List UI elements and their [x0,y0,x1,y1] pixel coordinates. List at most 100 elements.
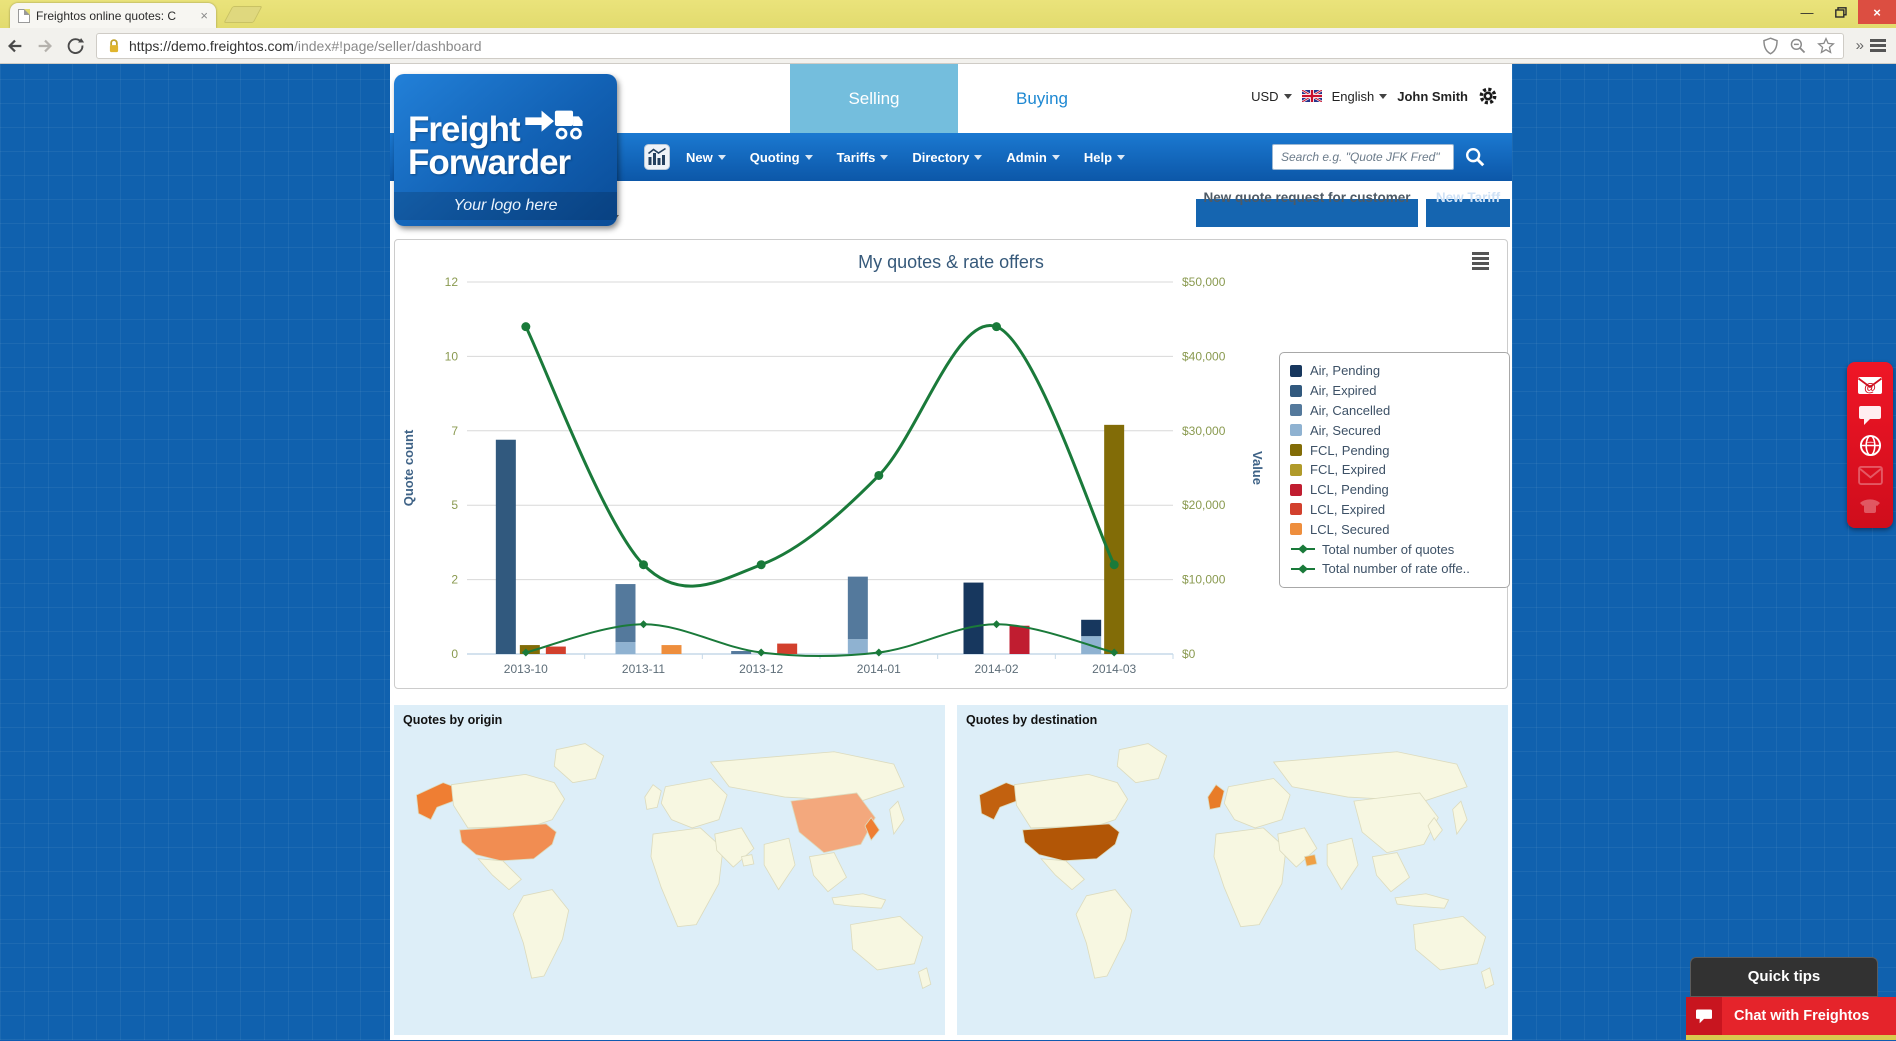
line-marker[interactable] [992,322,1001,332]
map-region-south_america[interactable] [1075,889,1133,979]
chart-menu-icon[interactable] [1472,252,1489,272]
legend-item-air-secured[interactable]: Air, Secured [1290,420,1499,440]
map-region-new_zealand[interactable] [1481,967,1495,990]
currency-select[interactable]: USD [1251,89,1292,104]
legend-item-fcl-expired[interactable]: FCL, Expired [1290,460,1499,480]
map-region-japan[interactable] [1452,800,1468,836]
line-marker[interactable] [757,648,766,657]
line-marker[interactable] [1110,648,1119,657]
line-marker[interactable] [992,620,1001,629]
chat-bubble-icon[interactable] [1847,400,1893,430]
map-region-uae[interactable] [1304,854,1318,867]
window-close-button[interactable]: × [1858,0,1896,24]
window-maximize-button[interactable] [1824,0,1858,24]
map-region-africa[interactable] [1213,827,1287,928]
map-region-russia[interactable] [709,751,905,802]
new-tab-button[interactable] [223,6,263,23]
map-region-europe[interactable] [660,778,728,829]
map-region-uk[interactable] [644,784,662,810]
phone-icon[interactable] [1847,490,1893,520]
map-region-canada[interactable] [450,773,566,829]
map-region-mexico[interactable] [1040,858,1085,891]
legend-item-lcl-pending[interactable]: LCL, Pending [1290,480,1499,500]
map-region-indonesia[interactable] [831,893,887,909]
map-region-india[interactable] [763,837,796,891]
legend-item-lcl-expired[interactable]: LCL, Expired [1290,500,1499,520]
line-marker[interactable] [521,648,530,657]
new-quote-request-button[interactable]: New quote request for customer [1196,190,1418,227]
bar-air-cancelled[interactable] [847,576,868,640]
map-region-usa[interactable] [459,823,557,862]
legend-item-fcl-pending[interactable]: FCL, Pending [1290,440,1499,460]
map-region-africa[interactable] [650,827,724,928]
line-marker[interactable] [756,560,766,570]
map-region-alaska[interactable] [978,782,1024,821]
bookmark-star-icon[interactable] [1816,36,1835,55]
map-region-new_zealand[interactable] [918,967,932,990]
bar-fcl-pending[interactable] [519,645,540,654]
bar-lcl-expired[interactable] [545,646,566,654]
bar-lcl-expired[interactable] [777,643,798,654]
globe-icon[interactable] [1847,430,1893,460]
browser-menu-icon[interactable] [1870,37,1896,55]
map-region-russia[interactable] [1272,751,1468,802]
security-lock-icon[interactable] [105,37,123,55]
browser-tab[interactable]: Freightos online quotes: C × [10,3,216,28]
nav-item-quoting[interactable]: Quoting [750,150,813,165]
mail-icon[interactable] [1847,460,1893,490]
map-region-korea[interactable] [864,816,880,842]
line-marker[interactable] [639,620,648,629]
legend-item-air-cancelled[interactable]: Air, Cancelled [1290,401,1499,421]
map-region-south_america[interactable] [512,889,570,979]
map-region-china[interactable] [1353,792,1439,854]
map-region-greenland[interactable] [553,743,605,784]
map-region-alaska[interactable] [415,782,461,821]
forward-icon[interactable] [30,31,60,61]
bar-air-pending[interactable] [1081,619,1102,637]
reload-icon[interactable] [60,31,90,61]
tab-close-icon[interactable]: × [200,8,208,23]
line-marker[interactable] [874,470,884,480]
bar-lcl-secured[interactable] [661,645,682,654]
nav-item-new[interactable]: New [686,150,726,165]
bar-lcl-pending[interactable] [1009,625,1030,654]
map-region-australia[interactable] [850,915,924,971]
line-marker[interactable] [521,322,531,332]
bar-air-secured[interactable] [615,642,636,654]
nav-item-help[interactable]: Help [1084,150,1126,165]
bar-air-expired[interactable] [495,439,516,654]
nav-item-directory[interactable]: Directory [912,150,983,165]
new-tariff-button[interactable]: New Tariff [1426,190,1510,227]
map-region-australia[interactable] [1413,915,1487,971]
zoom-out-icon[interactable] [1789,37,1807,55]
nav-item-admin[interactable]: Admin [1006,150,1060,165]
map-region-uae[interactable] [741,854,755,867]
nav-item-tariffs[interactable]: Tariffs [837,150,889,165]
line-marker[interactable] [874,648,883,657]
legend-item-total-number-of-rate-offe-[interactable]: Total number of rate offe.. [1290,559,1499,579]
map-region-greenland[interactable] [1116,743,1168,784]
map-region-se_asia[interactable] [808,852,847,893]
bar-air-pending[interactable] [963,582,984,654]
map-region-japan[interactable] [889,800,905,836]
legend-item-total-number-of-quotes[interactable]: Total number of quotes [1290,539,1499,559]
legend-item-air-pending[interactable]: Air, Pending [1290,361,1499,381]
address-bar[interactable]: https://demo.freightos.com/index#!page/s… [96,32,1844,59]
search-input[interactable] [1272,144,1454,170]
contact-mail-icon[interactable]: @ [1847,370,1893,400]
search-icon[interactable] [1464,146,1486,168]
line-marker[interactable] [1109,560,1119,570]
overflow-chevron-icon[interactable]: » [1855,37,1864,54]
user-name[interactable]: John Smith [1397,88,1468,104]
settings-gear-icon[interactable] [1478,86,1498,106]
map-region-india[interactable] [1326,837,1359,891]
legend-item-air-expired[interactable]: Air, Expired [1290,381,1499,401]
line-marker[interactable] [639,560,648,570]
bar-air-secured[interactable] [847,639,868,654]
shield-icon[interactable] [1762,36,1779,55]
map-region-usa[interactable] [1022,823,1120,862]
map-region-uk[interactable] [1207,784,1225,810]
quick-tips-button[interactable]: Quick tips [1690,957,1878,997]
bar-air-cancelled[interactable] [731,651,752,654]
nav-dashboard-chart-icon[interactable] [644,144,670,170]
